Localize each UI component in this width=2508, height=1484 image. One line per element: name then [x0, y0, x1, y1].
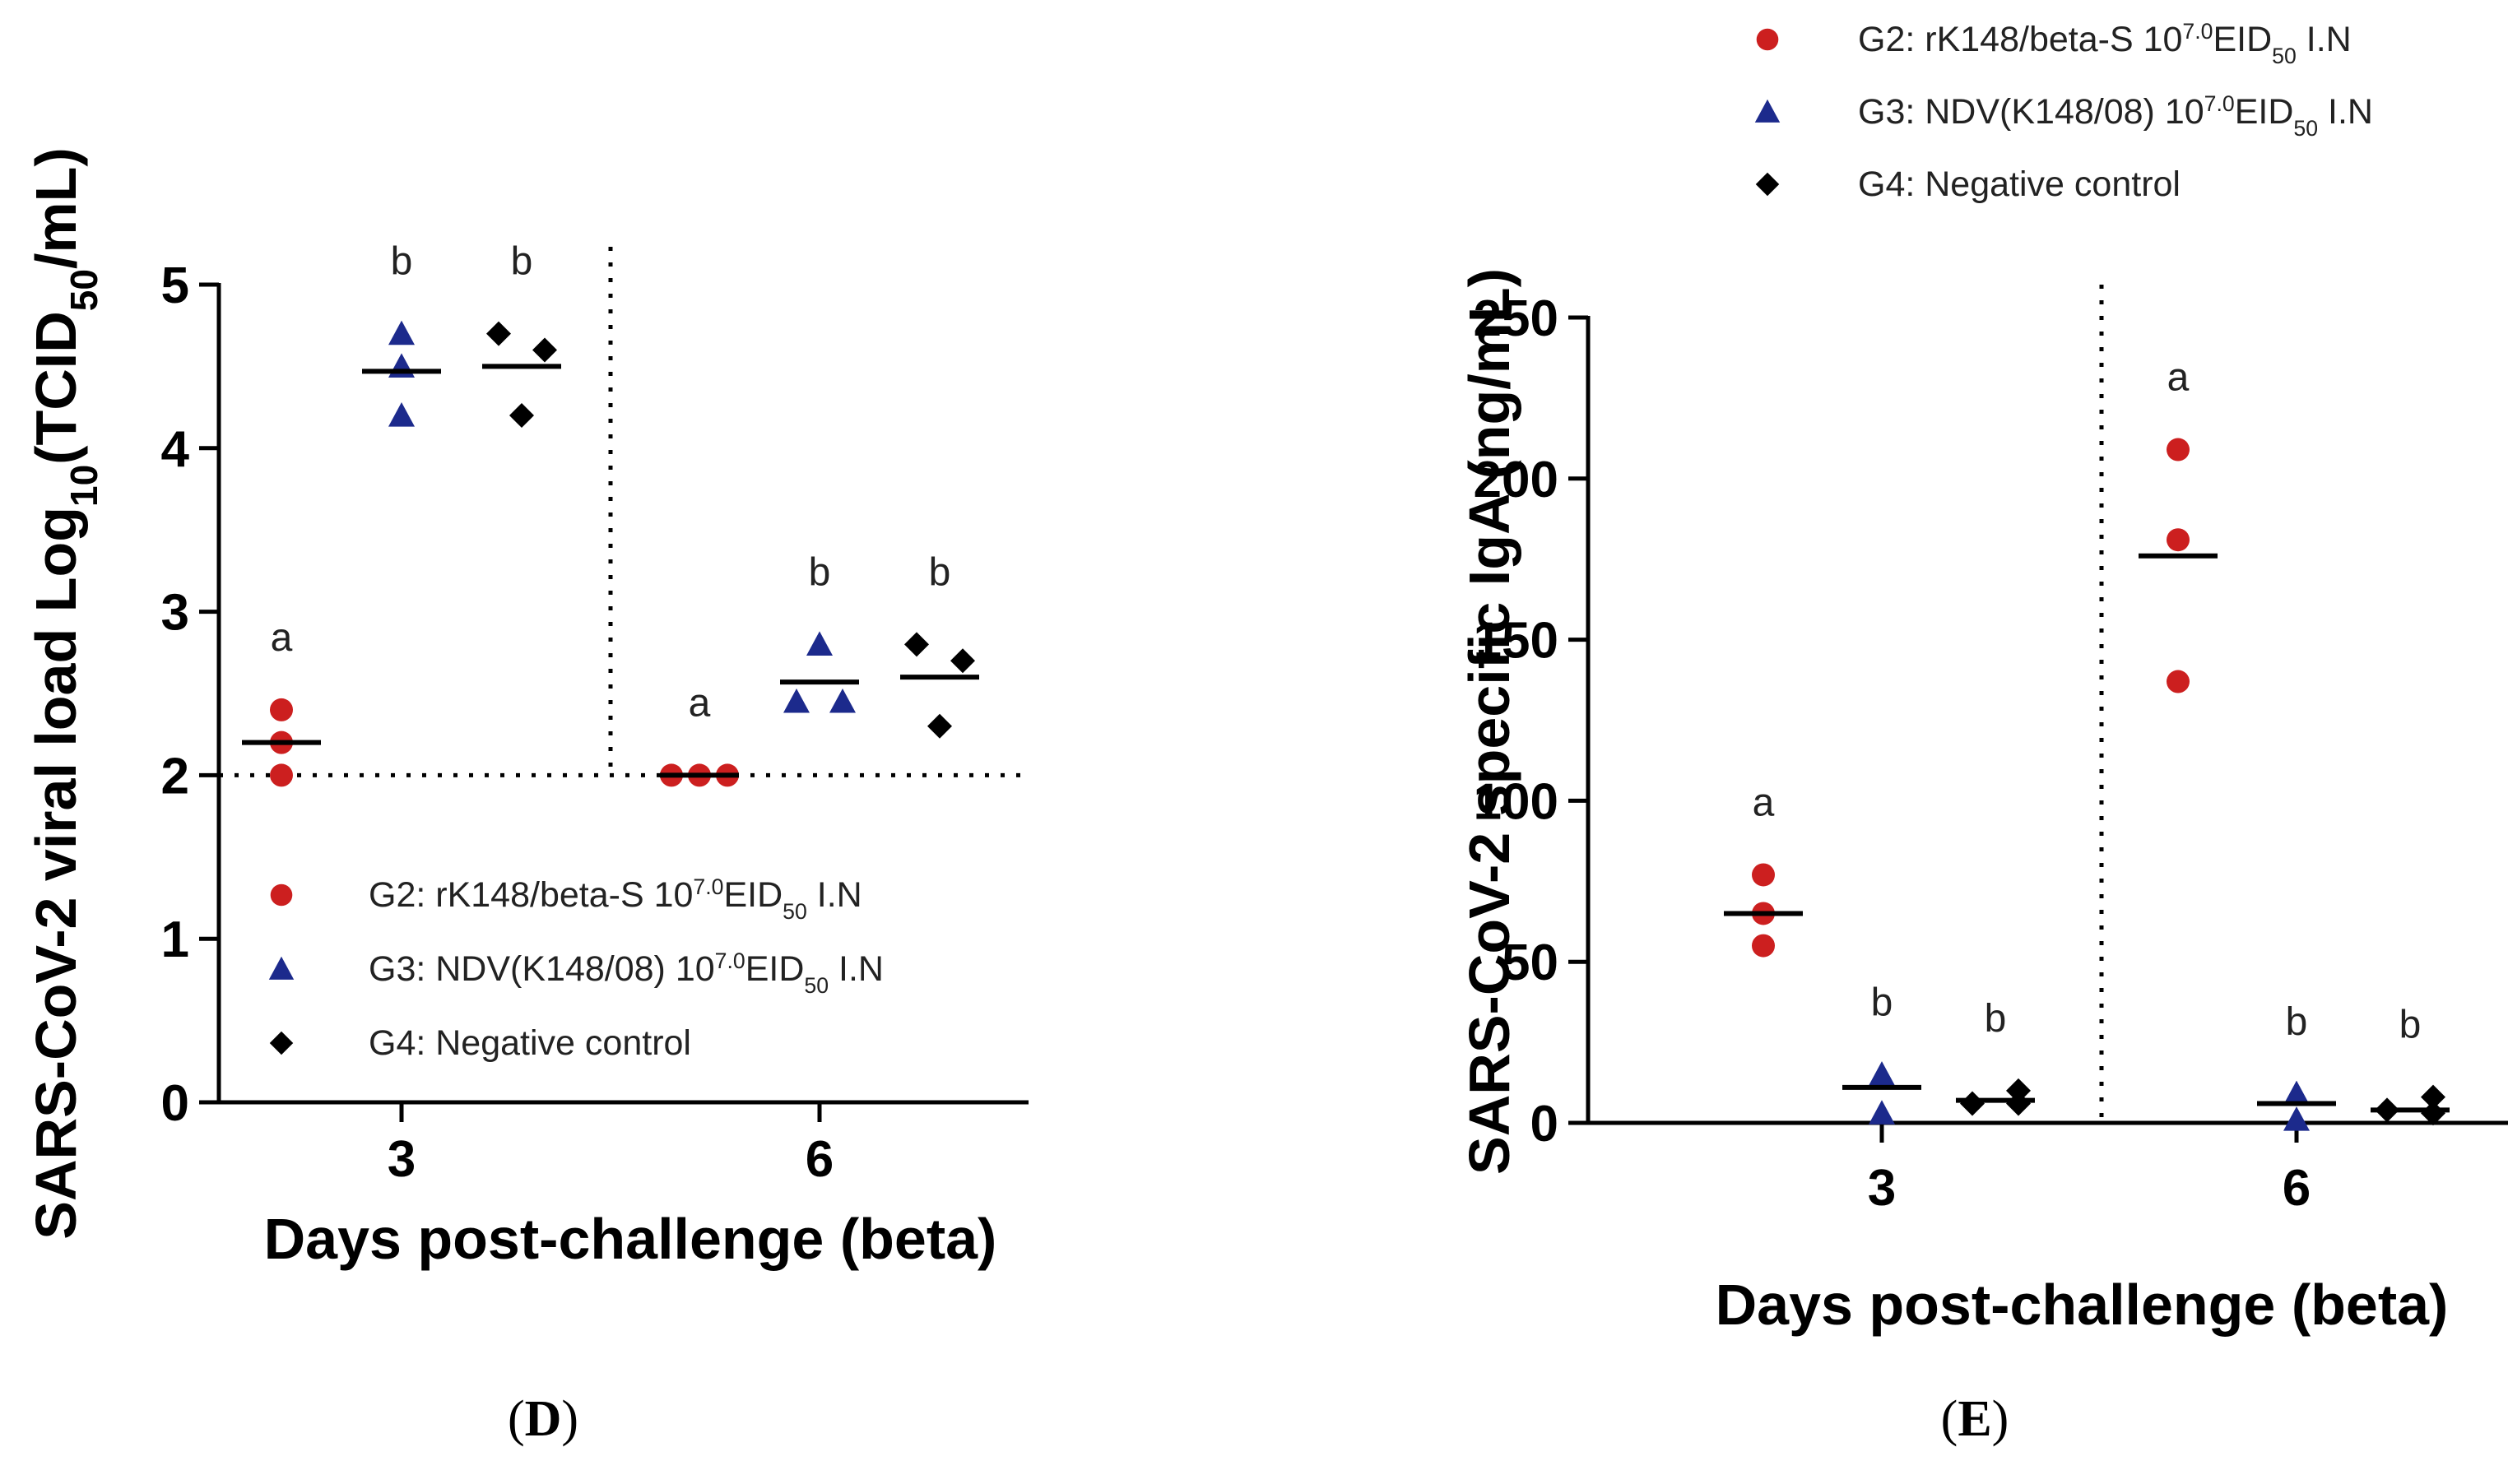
data-point-g3: [2283, 1080, 2310, 1106]
y-tick-label: 100: [1474, 773, 1558, 830]
data-point-g3: [783, 688, 810, 713]
legend-label-g4: G4: Negative control: [369, 1023, 691, 1063]
legend-marker-g2: [1756, 28, 1779, 51]
significance-letter: a: [271, 616, 293, 660]
data-point-g2: [1752, 934, 1775, 958]
legend-label-g2: G2: rK148/beta-S 107.0EID50 I.N: [369, 874, 862, 924]
y-tick-label: 5: [161, 257, 189, 314]
significance-letter: b: [511, 240, 533, 284]
legend-marker-g3: [1754, 99, 1781, 123]
x-tick-label: 6: [806, 1131, 834, 1188]
data-point-g4: [2421, 1101, 2445, 1126]
significance-letter: b: [809, 550, 831, 594]
data-point-g4: [1960, 1091, 1985, 1116]
data-point-g4: [950, 648, 975, 674]
data-point-g2: [2167, 438, 2190, 461]
significance-letter: b: [929, 550, 951, 594]
y-tick-label: 0: [1530, 1096, 1558, 1152]
series-g3: bb: [362, 240, 859, 713]
significance-letter: b: [391, 240, 413, 284]
series-g2: aa: [1724, 356, 2218, 958]
data-point-g3: [388, 402, 415, 427]
y-tick-label: 1: [161, 911, 189, 968]
y-tick-label: 4: [161, 421, 190, 478]
legend: G2: rK148/beta-S 107.0EID50 I.N G3: NDV(K…: [1754, 19, 2373, 204]
y-axis-title: SARS-CoV-2 viral load Log10(TCID50/mL): [24, 147, 105, 1239]
significance-letter: b: [2286, 1000, 2308, 1044]
legend-marker-g2: [270, 883, 293, 907]
data-point-g4: [904, 632, 929, 657]
data-point-g2: [270, 698, 293, 721]
y-tick-label: 0: [161, 1075, 189, 1132]
data-point-g3: [1869, 1100, 1895, 1125]
x-axis-title: Days post-challenge (beta): [264, 1207, 997, 1271]
data-point-g3: [388, 320, 415, 345]
data-point-g3: [2283, 1106, 2310, 1131]
data-point-g4: [509, 403, 534, 429]
y-axis-title: SARS-CoV-2 specific IgA (ng/mL): [1457, 268, 1521, 1175]
significance-letter: b: [2399, 1004, 2422, 1047]
x-tick-label: 3: [388, 1131, 416, 1188]
data-point-g3: [829, 688, 856, 713]
data-point-g4: [532, 337, 557, 363]
x-axis-title: Days post-challenge (beta): [1716, 1273, 2449, 1337]
y-tick-label: 50: [1502, 934, 1558, 991]
x-tick-label: 6: [2283, 1160, 2311, 1217]
legend-marker-g3: [268, 956, 295, 980]
data-point-g2: [1752, 863, 1775, 887]
data-point-g4: [2006, 1091, 2031, 1116]
y-tick-label: 250: [1474, 290, 1558, 347]
data-point-g2: [2167, 528, 2190, 552]
series-g4: bb: [482, 240, 979, 739]
legend-label-g3: G3: NDV(K148/08) 107.0EID50 I.N: [369, 948, 884, 998]
legend-label-g3: G3: NDV(K148/08) 107.0EID50 I.N: [1858, 91, 2373, 141]
y-tick-label: 2: [161, 748, 189, 805]
panel-e: 0 50 100 150 200 250 3 6 Days post-challenge (be…: [1457, 19, 2508, 1447]
data-point-g4: [486, 321, 511, 346]
legend-label-g2: G2: rK148/beta-S 107.0EID50 I.N: [1858, 19, 2352, 68]
y-tick-label: 3: [161, 585, 189, 642]
legend-marker-g4: [269, 1031, 294, 1055]
legend: G2: rK148/beta-S 107.0EID50 I.N G3: NDV(K…: [268, 874, 884, 1063]
data-point-g4: [927, 713, 952, 739]
panel-d: 0 1 2 3 4 5 3 6 Days post-challenge (beta) SARS-C…: [24, 147, 1029, 1447]
data-point-g4: [2006, 1078, 2031, 1103]
significance-letter: b: [1985, 997, 2007, 1041]
data-point-g2: [270, 763, 293, 787]
significance-letter: b: [1871, 981, 1893, 1024]
data-point-g3: [1869, 1061, 1895, 1086]
x-tick-label: 3: [1868, 1160, 1896, 1217]
panel-label-e: (E): [1941, 1391, 2009, 1447]
data-point-g3: [388, 353, 415, 378]
significance-letter: a: [2167, 356, 2190, 400]
data-point-g3: [806, 631, 833, 656]
data-point-g2: [2167, 670, 2190, 693]
legend-label-g4: G4: Negative control: [1858, 165, 2181, 204]
series-g2: aa: [242, 616, 739, 787]
significance-letter: a: [1753, 781, 1775, 824]
legend-marker-g4: [1755, 172, 1780, 197]
y-tick-label: 150: [1474, 613, 1558, 670]
panel-label-d: (D): [508, 1391, 578, 1447]
significance-letter: a: [689, 681, 711, 725]
data-point-g4: [2421, 1084, 2445, 1110]
y-tick-label: 200: [1474, 452, 1558, 508]
